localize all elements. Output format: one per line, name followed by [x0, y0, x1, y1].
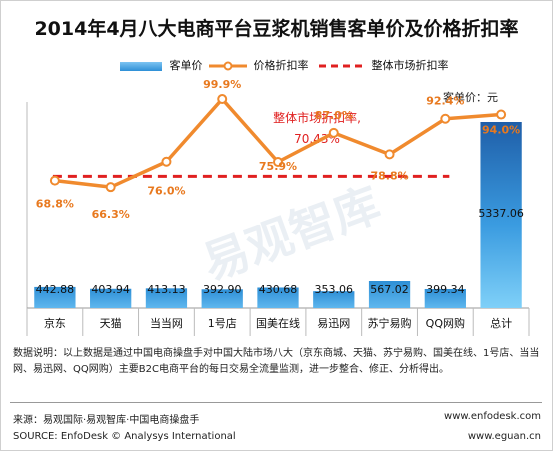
x-tick-label: 易迅网: [317, 317, 350, 330]
bar-value-label: 399.34: [426, 283, 465, 296]
market-annotation-line1: 整体市场折扣率,: [273, 110, 361, 125]
legend-market-swatch: [319, 64, 363, 68]
legend-line-swatch: [209, 61, 247, 71]
discount-label: 75.9%: [259, 160, 297, 173]
discount-point-8: [440, 113, 451, 124]
bar-5: [257, 287, 299, 308]
bar-8: [424, 288, 466, 308]
x-tick-label: 京东: [44, 316, 66, 330]
discount-label: 68.8%: [36, 198, 74, 211]
discount-label: 78.8%: [370, 169, 408, 182]
legend: 客单价 价格折扣率 整体市场折扣率: [0, 55, 553, 75]
bar-3: [145, 288, 188, 308]
x-tick-label: 国美在线: [256, 316, 300, 330]
discount-label: 66.3%: [92, 208, 130, 221]
discount-label: 87.0%: [315, 109, 353, 122]
x-tick-label: 当当网: [150, 316, 183, 330]
legend-bar-label: 客单价: [169, 59, 203, 72]
watermark: 易观智库: [196, 177, 387, 291]
unit-label: 客单价：元: [443, 91, 498, 104]
discount-point-1: [49, 175, 60, 186]
bar-value-label: 403.94: [91, 283, 130, 296]
data-note: 数据说明：以上数据是通过中国电商操盘手对中国大陆市场八大（京东商城、天猫、苏宁易…: [13, 348, 540, 375]
discount-point-9: [496, 109, 507, 120]
bar-1: [34, 286, 76, 308]
bar-value-label: 442.88: [36, 283, 75, 296]
bar-2: [90, 288, 132, 308]
bar-6: [313, 291, 355, 308]
discount-point-5: [273, 156, 283, 167]
legend-line: 价格折扣率: [208, 57, 309, 73]
source-cn: 来源：易观国际·易观智库·中国电商操盘手: [13, 415, 200, 426]
bar-9: [480, 122, 522, 308]
bar-value-label: 567.02: [370, 283, 409, 296]
chart-title: 2014年4月八大电商平台豆浆机销售客单价及价格折扣率: [34, 18, 519, 40]
url-eguan: www.eguan.cn: [467, 431, 541, 442]
x-tick-label: 天猫: [100, 317, 122, 330]
bar-value-label: 5337.06: [478, 207, 524, 220]
legend-bar-swatch: [120, 61, 162, 71]
x-tick-label: 苏宁易购: [368, 316, 412, 330]
x-tick-label: 1号店: [208, 316, 237, 330]
discount-point-7: [384, 149, 395, 160]
bar-7: [368, 281, 411, 308]
bar-value-label: 392.90: [203, 283, 242, 296]
legend-bar: 客单价: [120, 57, 203, 73]
x-tick-label: QQ网购: [426, 316, 465, 330]
separator: [10, 402, 542, 403]
discount-label: 92.4%: [426, 95, 464, 108]
bar-value-label: 413.13: [147, 283, 186, 296]
discount-label: 76.0%: [147, 185, 185, 198]
x-tick-label: 总计: [490, 316, 512, 330]
source-en: SOURCE: EnfoDesk © Analysys Internationa…: [13, 431, 236, 442]
discount-point-4: [217, 94, 228, 105]
discount-label: 94.0%: [482, 124, 520, 137]
discount-point-6: [328, 127, 339, 138]
discount-point-3: [161, 156, 172, 167]
bar-value-label: 353.06: [315, 283, 354, 296]
legend-market: 整体市场折扣率: [318, 57, 449, 73]
discount-point-2: [105, 182, 116, 193]
url-enfodesk: www.enfodesk.com: [444, 411, 541, 422]
bar-value-label: 430.68: [259, 283, 298, 296]
legend-line-label: 价格折扣率: [253, 59, 309, 72]
discount-label: 99.9%: [203, 78, 241, 91]
legend-market-label: 整体市场折扣率: [371, 59, 449, 72]
bar-4: [201, 289, 243, 308]
